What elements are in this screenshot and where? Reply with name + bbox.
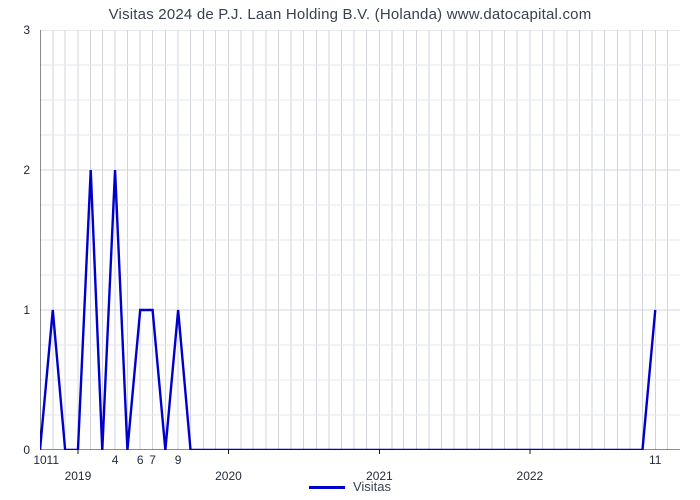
svg-text:9: 9: [175, 453, 182, 467]
svg-text:2: 2: [23, 163, 30, 177]
svg-text:10: 10: [33, 453, 47, 467]
svg-text:1: 1: [23, 303, 30, 317]
svg-text:4: 4: [112, 453, 119, 467]
svg-text:0: 0: [23, 443, 30, 457]
svg-text:11: 11: [47, 453, 60, 467]
svg-text:3: 3: [23, 23, 30, 37]
chart-container: Visitas 2024 de P.J. Laan Holding B.V. (…: [0, 0, 700, 500]
legend-swatch: [309, 486, 345, 489]
legend: Visitas: [0, 479, 700, 494]
svg-text:6: 6: [137, 453, 144, 467]
plot-area: [40, 30, 680, 450]
chart-svg: [40, 30, 680, 450]
svg-text:7: 7: [149, 453, 156, 467]
chart-title: Visitas 2024 de P.J. Laan Holding B.V. (…: [0, 6, 700, 23]
legend-label: Visitas: [353, 479, 391, 494]
svg-text:11: 11: [649, 453, 662, 467]
